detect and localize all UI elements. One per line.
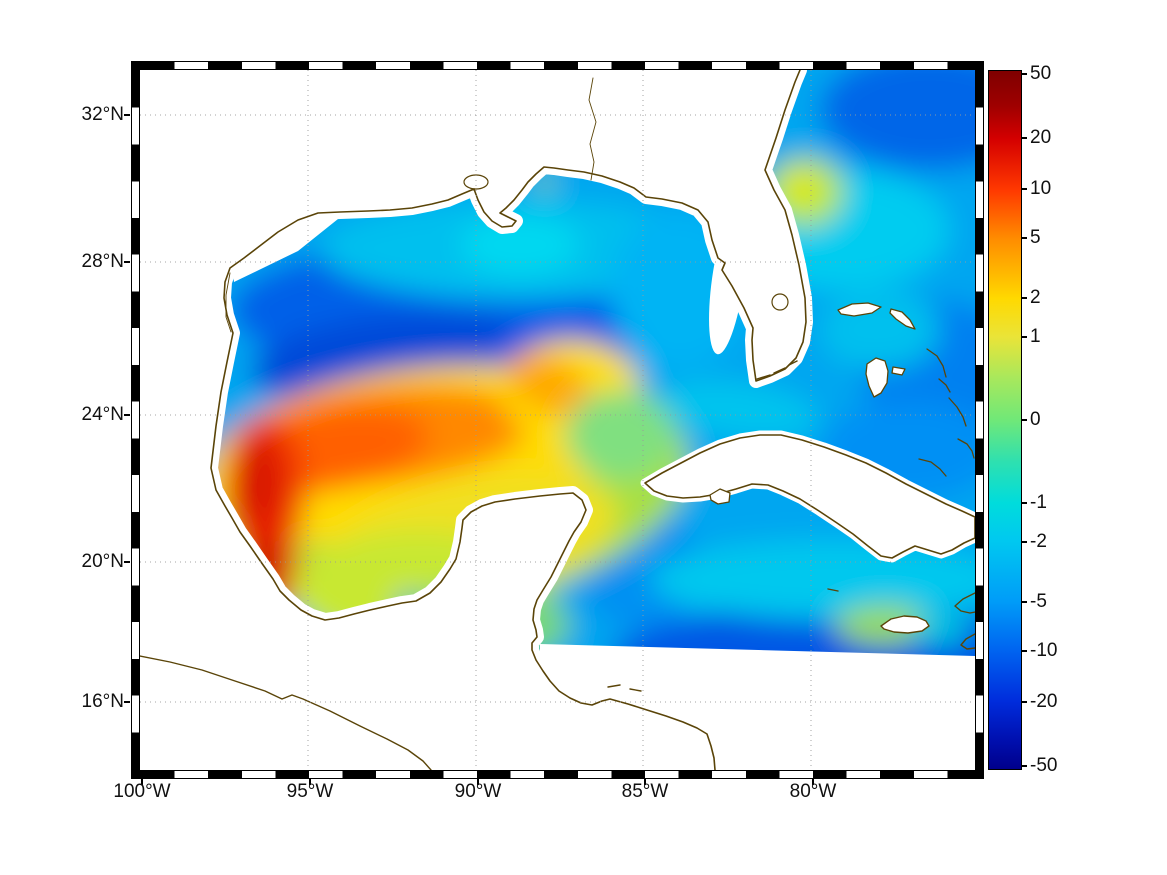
colorbar-tick-m10: -10 [1020,640,1058,661]
colorbar-tick-5: 5 [1021,227,1041,248]
y-tick-mark [124,414,130,416]
y-tick-mark [124,114,130,116]
y-tick-label-16n: 16°N [81,691,124,712]
isla-juventud [709,488,731,505]
coastline-jamaica [880,615,930,634]
lake-okeechobee [771,293,789,311]
coastline-bahamas [837,302,975,477]
map-frame-top [140,61,975,70]
colorbar-tick-m50: -50 [1020,755,1058,776]
colorbar-tick-0: 0 [1021,409,1041,430]
graticule [140,70,975,770]
x-tick-label-95w: 95°W [286,781,334,802]
x-tick-mark [644,779,646,785]
coastline-cuba [640,430,975,592]
map-plot-area [139,69,976,771]
x-tick-mark [812,779,814,785]
colorbar-tick-20: 20 [1020,127,1052,148]
colorbar-tick-m2: -2 [1021,531,1047,552]
x-tick-label-100w: 100°W [113,781,171,802]
bay-islands [607,684,642,692]
colorbar-tick-m5: -5 [1021,591,1047,612]
x-tick-label-90w: 90°W [454,781,502,802]
map-frame-bottom [140,770,975,779]
y-tick-mark [124,261,130,263]
map-frame-left [131,70,140,770]
y-tick-label-28n: 28°N [81,251,124,272]
pacific-coast-line [140,655,432,770]
frame-corner [975,770,984,779]
colorbar-tick-10: 10 [1020,178,1052,199]
frame-corner [131,61,140,70]
colorbar-tick-1: 1 [1021,326,1041,347]
florida-keys [756,360,798,380]
lake-pontchartrain [463,174,489,190]
x-tick-mark [141,779,143,785]
cayman [827,588,839,592]
x-tick-mark [309,779,311,785]
coastline-mainland [140,70,813,770]
y-tick-label-24n: 24°N [81,404,124,425]
frame-corner [131,770,140,779]
river-line [588,77,597,181]
colorbar-tick-2: 2 [1021,287,1041,308]
coastline-hispaniola [954,592,975,650]
frame-corner [975,61,984,70]
x-tick-mark [477,779,479,785]
x-tick-label-80w: 80°W [789,781,837,802]
map-canvas [140,70,975,770]
y-tick-mark [124,701,130,703]
colorbar [988,70,1022,770]
colorbar-tick-m20: -20 [1020,691,1058,712]
colorbar-tick-50: 50 [1020,63,1052,84]
texas-lagoon-line [225,272,232,333]
y-tick-label-20n: 20°N [81,551,124,572]
y-tick-label-32n: 32°N [81,104,124,125]
colorbar-tick-m1: -1 [1021,492,1047,513]
x-tick-label-85w: 85°W [621,781,669,802]
map-frame-right [975,70,984,770]
y-tick-mark [124,561,130,563]
